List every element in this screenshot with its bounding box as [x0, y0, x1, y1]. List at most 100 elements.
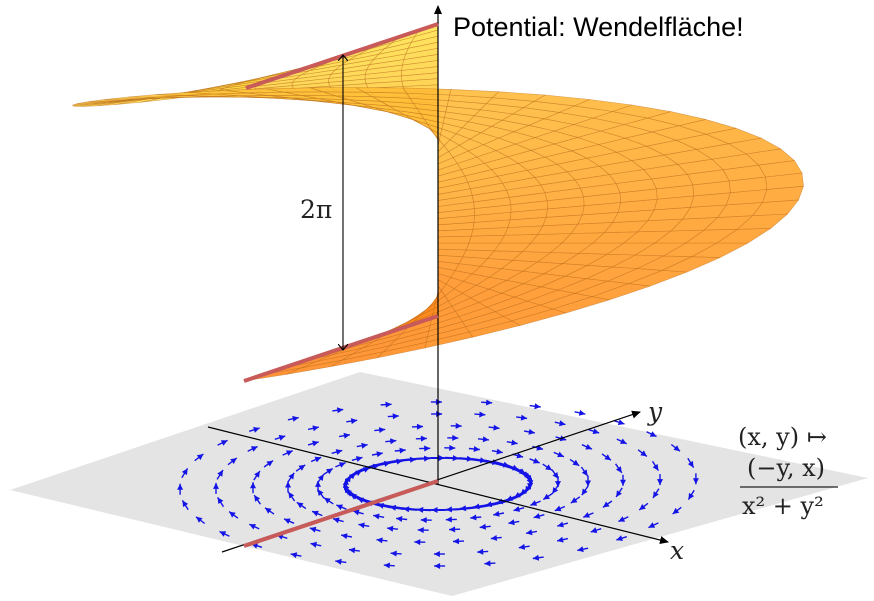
field-arrow-head: [314, 456, 322, 463]
field-arrow-head: [317, 474, 324, 481]
field-arrow-head: [219, 531, 227, 537]
field-arrow-head: [196, 516, 203, 523]
field-arrow-head: [181, 468, 188, 476]
field-arrow-head: [266, 460, 274, 467]
field-arrow-head: [278, 434, 286, 441]
formula-mapping: (x, y) ↦: [738, 423, 827, 451]
field-arrow-head: [220, 440, 228, 446]
field-arrow-head: [376, 451, 383, 458]
field-arrow-head: [532, 554, 540, 561]
field-arrow-head: [533, 457, 540, 464]
field-arrow-head: [335, 558, 342, 565]
field-arrow-head: [592, 428, 600, 435]
field-arrow-head: [493, 424, 500, 431]
field-arrow-head: [616, 535, 623, 541]
field-arrow-head: [557, 451, 564, 458]
field-arrow-head: [590, 527, 598, 534]
field-arrow-head: [513, 506, 521, 512]
field-arrow-head: [545, 464, 552, 471]
field-arrow-head: [578, 409, 586, 416]
field-arrow-head: [333, 517, 340, 524]
field-arrow-head: [692, 478, 699, 485]
field-arrow-head: [312, 425, 319, 432]
surface-patch: [437, 235, 472, 244]
field-arrow-head: [528, 428, 535, 435]
field-arrow-head: [477, 548, 484, 555]
field-arrow-head: [486, 399, 493, 406]
field-arrow-head: [557, 536, 564, 543]
x-axis-label: x: [670, 536, 684, 565]
field-arrow-head: [350, 418, 358, 425]
field-arrow-head: [449, 444, 456, 451]
field-arrow-head: [378, 427, 386, 433]
field-arrow-head: [616, 490, 622, 497]
surface-patch: [437, 248, 467, 258]
field-arrow-head: [396, 516, 403, 522]
field-arrow-head: [390, 550, 397, 557]
field-arrow-head: [490, 535, 498, 541]
field-arrow-head: [286, 450, 293, 456]
field-arrow-head: [583, 512, 590, 518]
field-arrow-head: [385, 401, 392, 408]
field-arrow-head: [336, 504, 343, 511]
field-arrow-head: [449, 526, 456, 533]
field-arrow-head: [479, 411, 486, 418]
field-arrow-head: [511, 439, 518, 446]
height-label: 2π: [300, 195, 332, 224]
field-arrow-head: [652, 464, 659, 471]
field-arrow-head: [520, 414, 528, 421]
field-arrow-head: [508, 519, 515, 526]
field-arrow-head: [618, 516, 626, 522]
field-arrow-head: [310, 541, 317, 548]
surface-patch: [573, 99, 633, 112]
field-arrow-head: [341, 533, 348, 540]
y-axis-label: y: [647, 397, 663, 426]
field-arrow-head: [326, 468, 333, 475]
field-arrow-head: [620, 479, 626, 486]
field-arrow-head: [409, 456, 417, 463]
field-arrow-head: [309, 526, 317, 533]
field-arrow-head: [533, 513, 541, 519]
field-arrow-head: [687, 460, 694, 468]
field-arrow-head: [376, 537, 383, 544]
branch-cut-bottom: [243, 479, 439, 548]
field-arrow-head: [640, 450, 647, 457]
field-arrow-head: [570, 497, 578, 504]
field-arrow-head: [484, 560, 491, 567]
field-arrow-head: [217, 497, 224, 504]
field-arrow-head: [383, 562, 390, 569]
field-arrow-head: [217, 470, 223, 477]
field-arrow-head: [249, 524, 256, 530]
formula-numerator: (−y, x): [747, 454, 825, 482]
field-arrow-head: [473, 446, 480, 452]
field-arrow-head: [453, 538, 460, 545]
title: Potential: Wendelfläche!: [453, 12, 744, 42]
field-arrow-head: [617, 419, 625, 426]
field-arrow-head: [254, 495, 261, 502]
field-arrow-head: [555, 481, 561, 488]
field-arrow-head: [559, 420, 566, 427]
field-arrow-head: [672, 507, 680, 514]
field-arrow-head: [424, 445, 431, 452]
field-arrow-head: [343, 432, 350, 439]
field-arrow-head: [604, 454, 611, 461]
field-arrow-head: [253, 427, 260, 433]
field-arrow-head: [324, 497, 331, 504]
field-arrow-head: [577, 546, 584, 553]
field-arrow-head: [530, 500, 538, 506]
field-arrow-head: [196, 454, 204, 461]
field-arrow-head: [399, 447, 406, 454]
field-arrow-head: [516, 452, 524, 459]
field-arrow-head: [317, 489, 324, 496]
field-arrow-head: [459, 505, 467, 512]
vector-field: [177, 399, 699, 569]
field-arrow-head: [312, 440, 319, 447]
field-arrow-head: [493, 510, 500, 517]
surface-patch: [468, 234, 506, 244]
field-arrow-head: [177, 483, 184, 490]
field-arrow-head: [420, 517, 427, 524]
field-arrow-head: [615, 466, 622, 473]
field-arrow-head: [602, 501, 610, 508]
field-arrow-head: [296, 502, 304, 509]
field-arrow-head: [552, 487, 559, 494]
